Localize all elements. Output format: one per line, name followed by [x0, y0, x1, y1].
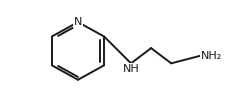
Text: N: N: [74, 17, 82, 27]
Text: NH₂: NH₂: [201, 51, 222, 61]
Text: NH: NH: [123, 64, 139, 74]
